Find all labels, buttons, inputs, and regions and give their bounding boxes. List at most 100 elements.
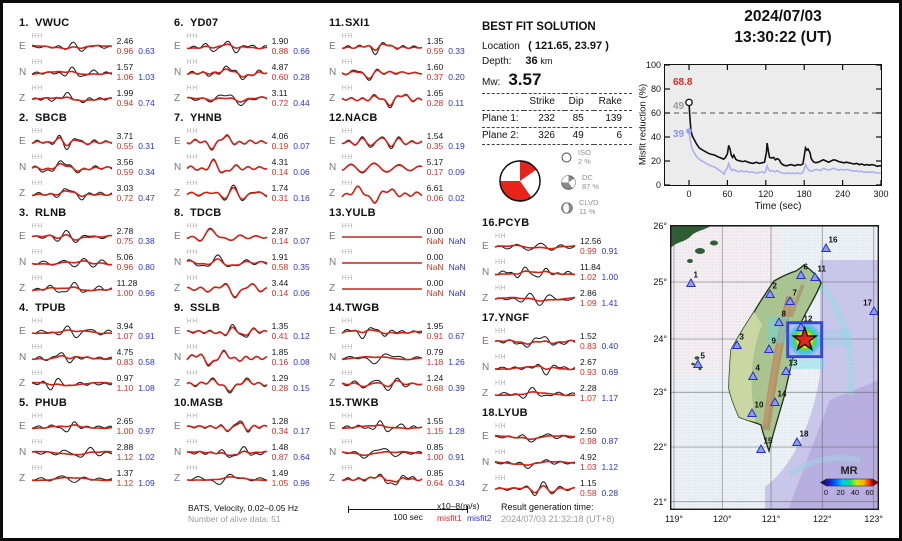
channel-band-label: HH xyxy=(31,33,43,40)
waveform-trace xyxy=(186,65,267,81)
component-label: Z xyxy=(174,377,181,389)
station-lyub: 18.LYUB E HH 2.50 0.98 0.87 N HH 4.92 1.03 1.12 Z HH… xyxy=(482,407,638,502)
station-title: 9. SSLB xyxy=(174,302,221,314)
waveform-row-z: Z HH 3.44 0.14 0.06 xyxy=(174,275,322,301)
waveform-trace xyxy=(341,288,422,290)
station-title: 14.TWGB xyxy=(329,302,380,314)
trace-values: 2.65 1.00 0.97 xyxy=(116,415,155,436)
map-lat-label: 25° xyxy=(653,277,667,287)
waveform-trace xyxy=(341,68,422,81)
waveform-row-n: N HH 4.31 0.14 0.06 xyxy=(174,154,322,180)
trace-values: 0.85 1.00 0.91 xyxy=(426,441,465,462)
chart-annotation: 68.8 xyxy=(673,77,693,88)
waveform-trace xyxy=(341,136,422,150)
chart-x-tick: 60 xyxy=(722,189,733,199)
map-lon-label: 119° xyxy=(665,514,683,524)
waveform-trace xyxy=(341,93,423,109)
waveform-trace xyxy=(186,349,267,367)
svg-text:7: 7 xyxy=(793,289,798,298)
waveform-trace xyxy=(186,323,268,338)
channel-band-label: HH xyxy=(341,439,353,446)
waveform-trace xyxy=(186,446,267,458)
channel-band-label: HH xyxy=(31,318,43,325)
map-station-4: 4 xyxy=(747,364,761,380)
component-label: E xyxy=(174,325,181,337)
map-lon-label: 123° xyxy=(864,514,883,524)
waveform-row-z: Z HH 0.85 0.64 0.34 xyxy=(329,465,477,491)
waveform-trace xyxy=(341,162,422,174)
svg-text:3: 3 xyxy=(740,333,745,342)
component-label: E xyxy=(174,40,181,52)
channel-band-label: HH xyxy=(341,370,353,377)
channel-band-label: HH xyxy=(31,223,43,230)
component-label: N xyxy=(19,351,27,363)
svg-text:0: 0 xyxy=(824,488,828,497)
component-label: N xyxy=(329,66,337,78)
channel-band-label: HH xyxy=(495,423,507,430)
chart-y-tick: 60 xyxy=(650,108,661,118)
waveform-trace xyxy=(186,94,267,107)
station-rlnb: 3. RLNB E HH 2.78 0.75 0.38 N HH 5.06 0.96 0.80 Z HH 1… xyxy=(19,207,167,302)
svg-text:8: 8 xyxy=(782,310,787,319)
map-lat-label: 23° xyxy=(653,387,667,398)
waveform-row-n: N HH 5.17 0.17 0.09 xyxy=(329,154,477,180)
trace-values: 0.00 NaN NaN xyxy=(426,277,466,298)
waveform-trace xyxy=(31,66,112,77)
map-station-14: 14 xyxy=(769,390,787,406)
channel-band-label: HH xyxy=(186,85,198,92)
component-label: N xyxy=(329,446,337,458)
waveform-row-n: N HH 1.48 0.87 0.64 xyxy=(174,439,322,465)
waveform-trace xyxy=(494,363,576,376)
map-station-13: 13 xyxy=(780,359,798,375)
svg-text:17: 17 xyxy=(863,299,872,308)
waveform-trace xyxy=(31,281,112,293)
component-label: E xyxy=(174,135,181,147)
trace-values: 1.74 0.31 0.16 xyxy=(271,182,310,203)
waveform-row-z: Z HH 0.97 1.10 1.08 xyxy=(19,370,167,396)
waveform-trace xyxy=(31,134,112,151)
trace-values: 11.28 1.00 0.96 xyxy=(116,277,155,298)
channel-band-label: HH xyxy=(495,328,507,335)
waveform-row-z: Z HH 6.61 0.06 0.02 xyxy=(329,180,477,206)
trace-values: 5.17 0.17 0.09 xyxy=(426,156,465,177)
waveform-trace xyxy=(186,227,267,242)
waveform-row-n: N HH 0.85 1.00 0.91 xyxy=(329,439,477,465)
component-label: N xyxy=(174,256,182,268)
station-phub: 5. PHUB E HH 2.65 1.00 0.97 N HH 2.88 1.12 1.02 Z HH 1… xyxy=(19,397,167,492)
channel-band-label: HH xyxy=(186,249,198,256)
channel-band-label: HH xyxy=(341,33,353,40)
misfit1-legend: misfit1 xyxy=(437,513,462,524)
decomposition-list: ISO 2 % DC 87 % xyxy=(560,145,599,220)
waveform-row-z: Z HH 1.37 1.12 1.09 xyxy=(19,465,167,491)
station-sbcb: 2. SBCB E HH 3.71 0.55 0.31 N HH 3.56 0.59 0.34 Z HH 3… xyxy=(19,112,167,207)
channel-band-label: HH xyxy=(31,439,43,446)
trace-values: 0.00 NaN NaN xyxy=(426,251,466,272)
solution-title: BEST FIT SOLUTION xyxy=(482,21,596,33)
waveform-row-z: Z HH 2.86 1.09 1.41 xyxy=(482,285,638,311)
waveform-trace xyxy=(494,242,576,251)
map-lon-label: 120° xyxy=(712,514,732,524)
trace-values: 0.79 1.18 1.26 xyxy=(426,346,465,367)
chart-x-tick: 300 xyxy=(873,189,889,199)
mw-value: 3.57 xyxy=(508,70,542,89)
waveform-trace xyxy=(494,433,576,443)
waveform-trace xyxy=(341,353,422,365)
station-title: 6. YD07 xyxy=(174,17,219,29)
waveform-trace xyxy=(186,420,268,433)
waveform-trace xyxy=(31,41,112,52)
trace-values: 4.75 0.83 0.58 xyxy=(116,346,155,367)
waveform-row-z: Z HH 2.28 1.07 1.17 xyxy=(482,380,638,406)
station-tdcb: 8. TDCB E HH 2.87 0.14 0.07 N HH 1.91 0.58 0.35 Z HH 3… xyxy=(174,207,322,302)
mr-legend-title: MR xyxy=(840,465,857,477)
waveform-trace xyxy=(341,420,422,433)
trace-values: 1.48 0.87 0.64 xyxy=(271,441,310,462)
channel-band-label: HH xyxy=(341,128,353,135)
svg-text:60: 60 xyxy=(865,488,873,497)
channel-band-label: HH xyxy=(186,180,198,187)
waveform-row-e: E HH 2.46 0.96 0.63 xyxy=(19,33,167,59)
component-label: Z xyxy=(19,472,26,484)
waveform-row-n: N HH 5.06 0.96 0.80 xyxy=(19,249,167,275)
channel-band-label: HH xyxy=(186,465,198,472)
component-label: E xyxy=(329,40,336,52)
